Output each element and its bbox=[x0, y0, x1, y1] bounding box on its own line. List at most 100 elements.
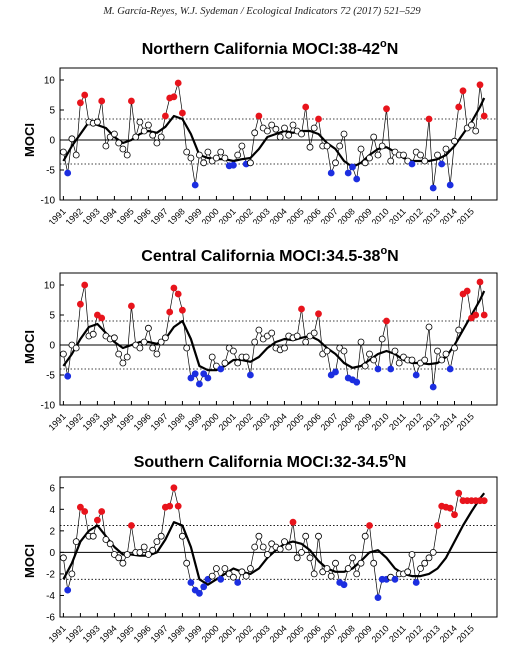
x-tick-label: 1993 bbox=[81, 623, 102, 644]
data-point-negative bbox=[349, 163, 356, 171]
data-point bbox=[234, 151, 242, 159]
x-tick-label: 2014 bbox=[438, 623, 459, 644]
x-tick-label: 1991 bbox=[47, 623, 68, 644]
y-tick-label: 5 bbox=[49, 106, 55, 117]
data-point-positive bbox=[463, 287, 471, 295]
data-point-negative bbox=[438, 160, 446, 168]
data-point bbox=[242, 572, 250, 580]
data-point-negative bbox=[204, 374, 212, 382]
data-point bbox=[281, 344, 288, 352]
x-tick-label: 2015 bbox=[455, 411, 476, 431]
x-tick-label: 2013 bbox=[421, 411, 442, 431]
y-tick-label: -6 bbox=[46, 613, 55, 624]
data-point bbox=[157, 532, 165, 540]
data-point bbox=[276, 133, 284, 141]
data-point bbox=[89, 532, 97, 540]
data-point-positive bbox=[315, 310, 322, 318]
data-point-negative bbox=[200, 583, 208, 591]
data-point-negative bbox=[446, 365, 454, 373]
data-point bbox=[361, 362, 369, 370]
data-point-negative bbox=[187, 374, 195, 382]
y-axis-label: MOCI bbox=[22, 123, 37, 157]
data-point bbox=[255, 532, 263, 540]
x-tick-label: 2001 bbox=[217, 623, 238, 644]
data-point bbox=[357, 338, 365, 346]
data-point bbox=[68, 135, 76, 143]
data-point bbox=[144, 324, 152, 332]
data-point-negative bbox=[195, 380, 203, 388]
data-point bbox=[212, 565, 220, 572]
data-point bbox=[361, 159, 369, 167]
data-point bbox=[72, 344, 80, 352]
x-tick-label: 2014 bbox=[438, 411, 459, 431]
data-point-positive bbox=[81, 91, 89, 99]
data-point bbox=[60, 350, 67, 358]
data-point-negative bbox=[64, 169, 72, 177]
data-point-positive bbox=[178, 109, 186, 117]
x-tick-label: 2001 bbox=[217, 411, 238, 431]
data-point bbox=[251, 543, 259, 551]
data-point bbox=[323, 142, 331, 150]
data-point bbox=[293, 554, 301, 562]
chart-panel-northern: Northern California MOCI:38-42oN MOCI -1… bbox=[22, 38, 498, 224]
data-point-positive bbox=[81, 281, 89, 289]
data-point-positive bbox=[459, 87, 467, 95]
x-tick-label: 2008 bbox=[336, 623, 357, 644]
data-point-positive bbox=[98, 508, 106, 515]
data-point bbox=[421, 157, 429, 165]
data-point bbox=[144, 121, 152, 129]
data-point bbox=[378, 142, 386, 150]
data-point bbox=[238, 142, 246, 150]
data-point-negative bbox=[344, 169, 352, 177]
data-point-positive bbox=[451, 511, 458, 519]
data-point bbox=[111, 130, 118, 138]
data-point bbox=[111, 334, 118, 342]
data-point bbox=[157, 338, 165, 346]
data-point-negative bbox=[332, 368, 339, 376]
data-point bbox=[293, 332, 301, 340]
x-tick-label: 2005 bbox=[285, 411, 306, 431]
data-point-positive bbox=[366, 522, 373, 529]
data-point bbox=[421, 356, 429, 364]
data-point bbox=[149, 131, 157, 139]
data-point bbox=[217, 148, 225, 156]
data-point-negative bbox=[64, 372, 72, 380]
data-point-positive bbox=[170, 484, 178, 492]
data-point bbox=[183, 344, 191, 352]
data-point-positive bbox=[77, 503, 84, 511]
x-tick-label: 1995 bbox=[115, 623, 136, 644]
data-point bbox=[281, 538, 288, 545]
data-point-positive bbox=[161, 112, 169, 120]
x-tick-label: 1994 bbox=[98, 411, 119, 431]
data-point bbox=[183, 559, 191, 567]
plot-frame bbox=[59, 67, 498, 201]
data-point bbox=[289, 121, 297, 129]
data-point bbox=[234, 359, 242, 367]
chart-title: Central California MOCI:34.5-38oN bbox=[141, 245, 398, 265]
data-point bbox=[178, 532, 186, 540]
data-point-positive bbox=[302, 103, 310, 111]
data-point bbox=[438, 356, 446, 364]
data-point bbox=[417, 565, 424, 572]
data-point-positive bbox=[94, 516, 101, 524]
data-point bbox=[153, 139, 161, 147]
data-point bbox=[400, 151, 407, 159]
data-point-negative bbox=[353, 175, 361, 183]
x-tick-label: 1991 bbox=[47, 411, 68, 431]
data-point-negative bbox=[412, 579, 420, 586]
data-point bbox=[68, 570, 76, 578]
data-point bbox=[208, 572, 216, 580]
data-point bbox=[306, 554, 314, 562]
data-point-negative bbox=[340, 581, 348, 589]
data-point-positive bbox=[298, 305, 305, 313]
x-tick-label: 2012 bbox=[404, 623, 425, 644]
x-tick-label: 1997 bbox=[149, 623, 170, 644]
data-point bbox=[370, 133, 378, 141]
x-tick-label: 2002 bbox=[234, 623, 255, 644]
data-point bbox=[208, 353, 216, 361]
data-point bbox=[404, 568, 412, 576]
x-tick-label: 1999 bbox=[183, 623, 204, 644]
y-tick-label: -5 bbox=[46, 371, 55, 382]
data-point-positive bbox=[315, 115, 322, 123]
x-tick-label: 2005 bbox=[285, 623, 306, 644]
